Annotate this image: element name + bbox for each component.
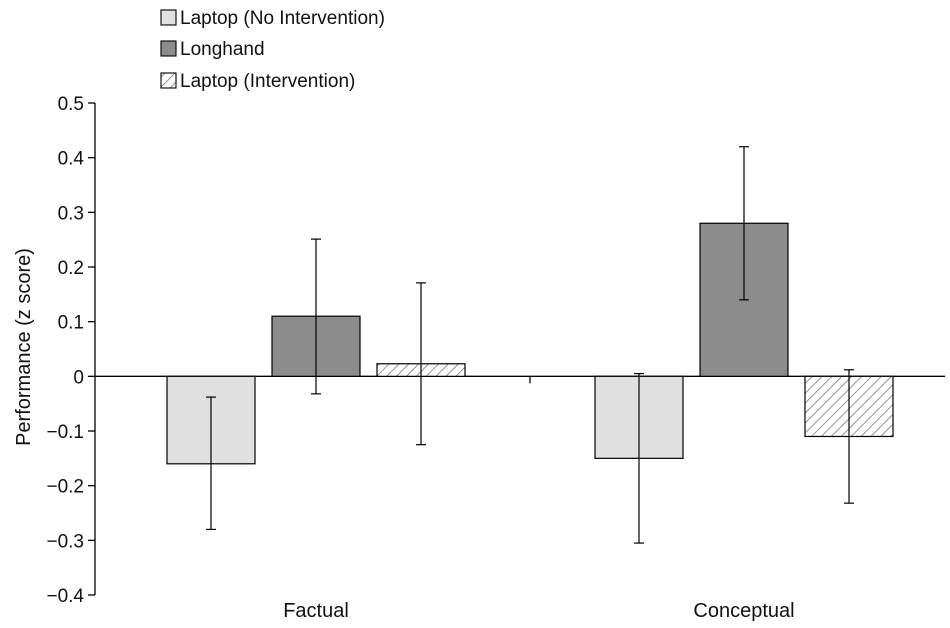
y-axis: 0.5 0.4 0.3 0.2 0.1 0 −0.1 −0.2 −0.3 −0.4 — [46, 94, 945, 607]
legend-label: Longhand — [180, 39, 265, 60]
y-axis-title: Performance (z score) — [13, 248, 35, 446]
error-bar-2-conceptual — [739, 146, 749, 301]
error-bar-1-conceptual — [634, 373, 644, 544]
error-bars — [206, 146, 854, 544]
y-tick-label: 0 — [73, 367, 84, 388]
y-tick-label: −0.2 — [46, 477, 84, 498]
y-tick-label: 0.2 — [58, 258, 84, 279]
y-tick-label: 0.3 — [58, 203, 84, 224]
legend-swatch — [160, 72, 177, 89]
error-bar-2-factual — [311, 238, 321, 395]
x-category-label: Factual — [283, 600, 349, 622]
y-tick-label: 0.4 — [58, 149, 85, 170]
legend-label: Laptop (Intervention) — [180, 71, 355, 92]
y-tick-label: 0.1 — [58, 313, 84, 334]
category-labels: Factual Conceptual — [283, 600, 794, 622]
y-tick-label: −0.1 — [46, 422, 84, 443]
error-bar-3-factual — [416, 282, 426, 446]
bars — [166, 222, 894, 465]
legend-swatch — [160, 9, 177, 26]
legend-swatch — [160, 40, 177, 57]
legend-label: Laptop (No Intervention) — [180, 8, 385, 29]
y-tick-label: 0.5 — [58, 94, 84, 115]
x-category-label: Conceptual — [693, 600, 794, 622]
error-bar-3-conceptual — [844, 369, 854, 504]
legend: Laptop (No Intervention) Longhand Laptop (… — [160, 8, 385, 92]
y-tick-label: −0.3 — [46, 531, 84, 552]
y-tick-label: −0.4 — [46, 586, 84, 607]
error-bar-1-factual — [206, 396, 216, 531]
